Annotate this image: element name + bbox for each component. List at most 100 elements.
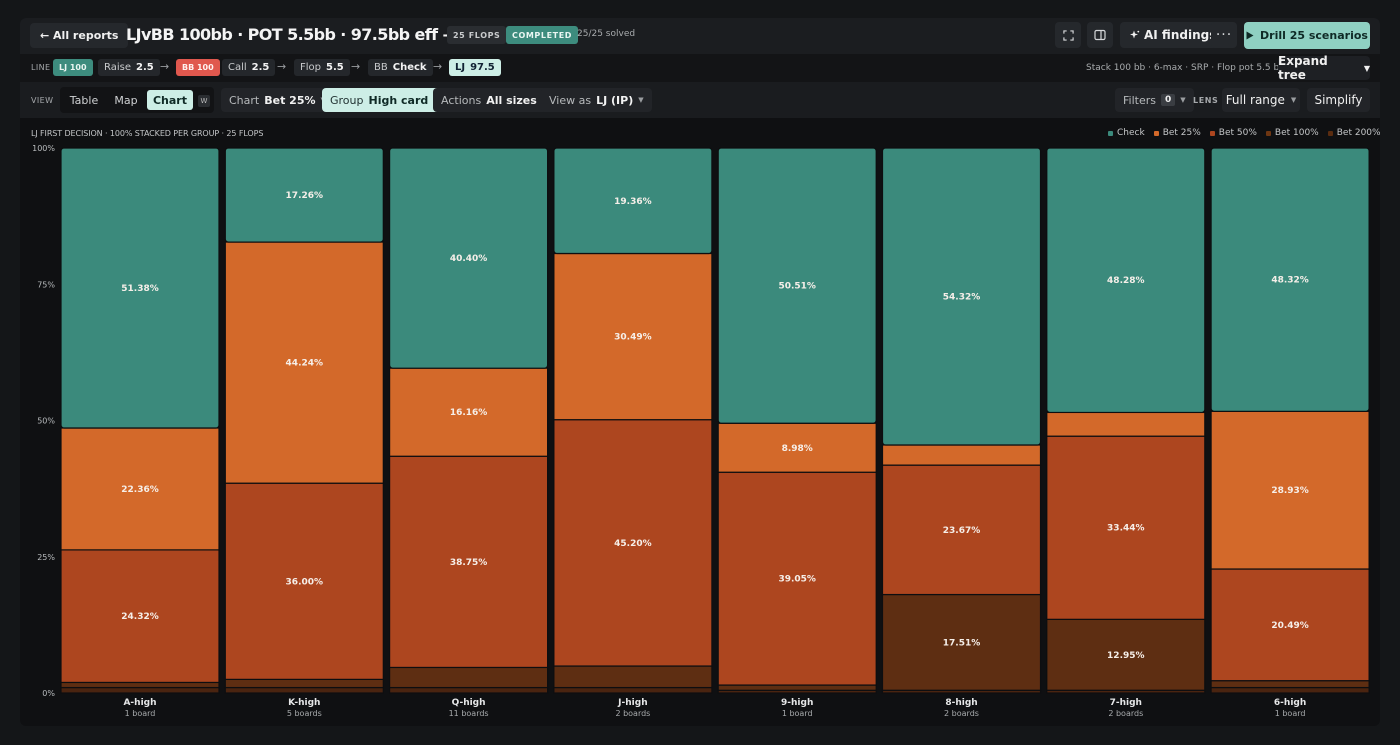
bar-segment[interactable] [224,241,384,484]
legend-label: Bet 100% [1274,128,1319,138]
bar-segment[interactable] [717,422,877,473]
bar-group-7-high[interactable]: 12.95% 33.44% 48.28% [1046,147,1206,694]
shortcut-hint: W [198,95,210,107]
bar-segment[interactable] [389,666,549,689]
x-category-label: 7-high [1110,698,1142,708]
bar-segment[interactable] [1046,147,1206,414]
bar-segment[interactable] [553,419,713,667]
bar-segment[interactable] [389,686,549,694]
x-category-label: 6-high [1274,698,1306,708]
lens-label: LENS [1193,96,1219,105]
legend-label: Bet 200% [1336,128,1380,138]
legend-swatch [1153,130,1159,136]
y-tick-label: 0% [42,689,55,698]
bar-segment[interactable] [60,549,220,684]
play-icon [1246,31,1254,40]
data-label: 17.26% [286,191,324,201]
bar-segment[interactable] [389,367,549,457]
legend-item-bet50[interactable]: Bet 50% [1209,128,1257,138]
bar-segment[interactable] [1210,568,1370,682]
bar-segment[interactable] [881,464,1042,596]
x-sub-label: 11 boards [449,709,489,718]
line-step-raise[interactable]: Raise 2.5 [98,59,160,76]
bar-segment[interactable] [60,147,220,429]
line-step-flop[interactable]: Flop 5.5 [294,59,350,76]
filter-count-badge: 0 [1160,94,1176,106]
bar-segment[interactable] [224,686,384,694]
expand-tree-button[interactable]: Expand tree ▼ [1278,54,1370,82]
dropdown-label: View as [549,93,592,107]
x-sub-label: 1 board [1275,709,1306,718]
bar-segment[interactable] [1046,411,1206,437]
page-title: LJvBB 100bb · POT 5.5bb · 97.5bb eff — 2… [126,25,531,44]
bar-segment[interactable] [1210,680,1370,689]
bar-segment[interactable] [717,471,877,686]
bar-segment[interactable] [224,678,384,689]
bar-group-8-high[interactable]: 17.51% 23.67% 54.32% [881,147,1042,694]
bar-segment[interactable] [553,252,713,421]
step-value: 97.5 [470,62,495,73]
bar-segment[interactable] [717,684,877,691]
legend-item-bet200[interactable]: Bet 200% [1327,128,1380,138]
bar-segment[interactable] [553,147,713,255]
drill-scenarios-button[interactable]: Drill 25 scenarios [1244,22,1370,49]
bar-segment[interactable] [553,665,713,689]
line-step-bb[interactable]: BB 100 [176,59,220,76]
bar-segment[interactable] [1210,410,1370,570]
line-step-lj[interactable]: LJ 100 [53,59,93,76]
bar-group-q-high[interactable]: 38.75% 16.16% 40.40% [389,147,549,694]
bar-group-k-high[interactable]: 36.00% 44.24% 17.26% [224,147,384,694]
arrow-icon: → [160,60,170,73]
bar-group-9-high[interactable]: 39.05% 8.98% 50.51% [717,147,877,694]
bar-group-j-high[interactable]: 45.20% 30.49% 19.36% [553,147,713,694]
line-step-call[interactable]: Call 2.5 [222,59,276,76]
x-category-label: J-high [617,698,647,708]
bar-group-a-high[interactable]: 24.32% 22.36% 51.38% [60,147,220,694]
bar-segment[interactable] [881,593,1042,691]
bar-segment[interactable] [1210,147,1370,412]
all-reports-button[interactable]: ← All reports [30,23,129,48]
more-menu-button[interactable]: ··· [1211,22,1237,48]
ai-findings-button[interactable]: AI findings [1120,22,1227,48]
legend-item-bet100[interactable]: Bet 100% [1265,128,1319,138]
tab-table[interactable]: Table [69,93,99,107]
simplify-button[interactable]: Simplify [1307,88,1370,112]
bar-segment[interactable] [1046,435,1206,620]
x-category-label: A-high [123,698,156,708]
bar-segment[interactable] [389,147,549,369]
panel-toggle-button[interactable] [1087,22,1113,48]
tab-map[interactable]: Map [114,93,138,107]
legend-item-bet25[interactable]: Bet 25% [1153,128,1201,138]
view-as-dropdown[interactable]: View as LJ (IP) ▼ [541,88,652,112]
line-step-lj-current[interactable]: LJ 97.5 [449,59,501,76]
caret-down-icon: ▼ [638,96,644,104]
bar-group-6-high[interactable]: 20.49% 28.93% 48.32% [1210,147,1370,694]
bar-segment[interactable] [717,147,877,424]
filters-dropdown[interactable]: Filters 0 ▼ [1115,88,1194,112]
tab-chart[interactable]: Chart [147,90,193,110]
bar-segment[interactable] [60,686,220,694]
bar-segment[interactable] [881,444,1042,466]
legend-item-check[interactable]: Check [1108,128,1145,138]
ai-findings-label: AI findings [1144,28,1217,42]
bar-segment[interactable] [1210,686,1370,694]
bar-segment[interactable] [60,681,220,689]
step-prefix: Raise [104,62,131,73]
bar-segment[interactable] [1046,618,1206,691]
fullscreen-button[interactable] [1055,22,1081,48]
lens-dropdown[interactable]: Full range ▼ [1222,88,1300,112]
line-step-bb-check[interactable]: BB Check [368,59,433,76]
bar-segment[interactable] [224,147,384,243]
legend-label: Bet 25% [1162,128,1201,138]
data-label: 39.05% [778,575,816,585]
bar-segment[interactable] [389,455,549,669]
x-category-label: K-high [288,698,320,708]
bar-segment[interactable] [60,427,220,551]
data-label: 19.36% [614,197,652,207]
bar-segment[interactable] [881,147,1042,446]
bar-segment[interactable] [224,482,384,680]
bar-segment[interactable] [553,686,713,694]
